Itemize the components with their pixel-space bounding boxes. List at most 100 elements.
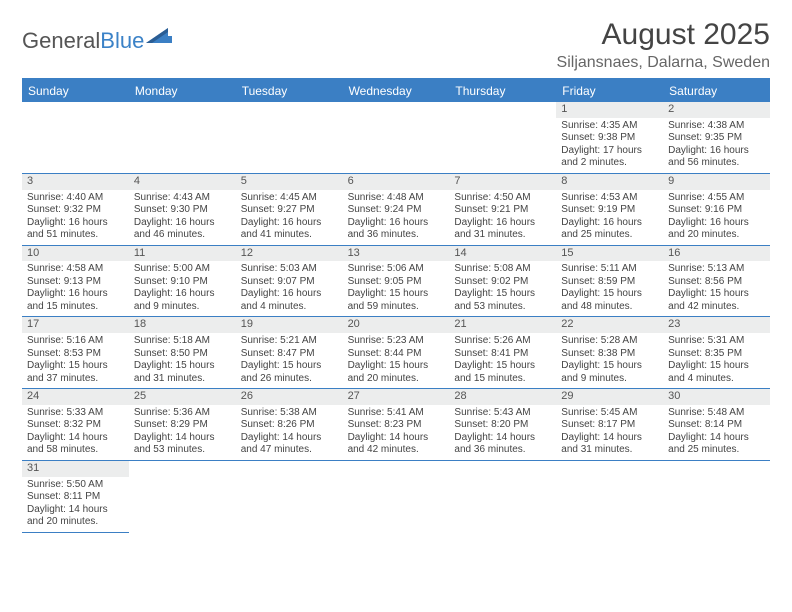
sunset-text: Sunset: 8:47 PM bbox=[241, 348, 338, 361]
day-number: 15 bbox=[556, 246, 663, 263]
sunrise-text: Sunrise: 5:50 AM bbox=[27, 479, 124, 492]
day-info: Sunrise: 4:53 AMSunset: 9:19 PMDaylight:… bbox=[556, 191, 663, 245]
day-cell-23: 23Sunrise: 5:31 AMSunset: 8:35 PMDayligh… bbox=[663, 317, 770, 388]
sunset-text: Sunset: 9:05 PM bbox=[348, 276, 445, 289]
weekday-thursday: Thursday bbox=[449, 80, 556, 102]
daylight-text: Daylight: 14 hours and 42 minutes. bbox=[348, 432, 445, 457]
sunrise-text: Sunrise: 5:06 AM bbox=[348, 263, 445, 276]
day-cell-12: 12Sunrise: 5:03 AMSunset: 9:07 PMDayligh… bbox=[236, 246, 343, 317]
week-row: 31Sunrise: 5:50 AMSunset: 8:11 PMDayligh… bbox=[22, 461, 770, 533]
daylight-text: Daylight: 15 hours and 9 minutes. bbox=[561, 360, 658, 385]
sunrise-text: Sunrise: 5:03 AM bbox=[241, 263, 338, 276]
sunrise-text: Sunrise: 4:40 AM bbox=[27, 192, 124, 205]
sunset-text: Sunset: 9:13 PM bbox=[27, 276, 124, 289]
daylight-text: Daylight: 16 hours and 56 minutes. bbox=[668, 145, 765, 170]
day-cell-3: 3Sunrise: 4:40 AMSunset: 9:32 PMDaylight… bbox=[22, 174, 129, 245]
daylight-text: Daylight: 14 hours and 31 minutes. bbox=[561, 432, 658, 457]
day-info: Sunrise: 5:48 AMSunset: 8:14 PMDaylight:… bbox=[663, 406, 770, 460]
sunset-text: Sunset: 8:14 PM bbox=[668, 419, 765, 432]
daylight-text: Daylight: 15 hours and 42 minutes. bbox=[668, 288, 765, 313]
sunrise-text: Sunrise: 5:41 AM bbox=[348, 407, 445, 420]
day-cell-2: 2Sunrise: 4:38 AMSunset: 9:35 PMDaylight… bbox=[663, 102, 770, 173]
weekday-saturday: Saturday bbox=[663, 80, 770, 102]
daylight-text: Daylight: 14 hours and 25 minutes. bbox=[668, 432, 765, 457]
header: General Blue August 2025 Siljansnaes, Da… bbox=[22, 18, 770, 72]
day-info: Sunrise: 5:45 AMSunset: 8:17 PMDaylight:… bbox=[556, 406, 663, 460]
day-number: 18 bbox=[129, 317, 236, 334]
weekday-tuesday: Tuesday bbox=[236, 80, 343, 102]
sunset-text: Sunset: 9:19 PM bbox=[561, 204, 658, 217]
day-number: 29 bbox=[556, 389, 663, 406]
week-row: 1Sunrise: 4:35 AMSunset: 9:38 PMDaylight… bbox=[22, 102, 770, 174]
day-cell-9: 9Sunrise: 4:55 AMSunset: 9:16 PMDaylight… bbox=[663, 174, 770, 245]
day-cell-10: 10Sunrise: 4:58 AMSunset: 9:13 PMDayligh… bbox=[22, 246, 129, 317]
sunset-text: Sunset: 9:35 PM bbox=[668, 132, 765, 145]
empty-cell bbox=[129, 102, 236, 173]
daylight-text: Daylight: 15 hours and 26 minutes. bbox=[241, 360, 338, 385]
day-info: Sunrise: 5:31 AMSunset: 8:35 PMDaylight:… bbox=[663, 334, 770, 388]
day-cell-19: 19Sunrise: 5:21 AMSunset: 8:47 PMDayligh… bbox=[236, 317, 343, 388]
brand-swoosh-icon bbox=[146, 26, 172, 47]
day-cell-28: 28Sunrise: 5:43 AMSunset: 8:20 PMDayligh… bbox=[449, 389, 556, 460]
day-info: Sunrise: 4:50 AMSunset: 9:21 PMDaylight:… bbox=[449, 191, 556, 245]
sunrise-text: Sunrise: 5:31 AM bbox=[668, 335, 765, 348]
day-number: 27 bbox=[343, 389, 450, 406]
day-cell-1: 1Sunrise: 4:35 AMSunset: 9:38 PMDaylight… bbox=[556, 102, 663, 173]
sunset-text: Sunset: 9:38 PM bbox=[561, 132, 658, 145]
day-number: 14 bbox=[449, 246, 556, 263]
day-number: 26 bbox=[236, 389, 343, 406]
sunrise-text: Sunrise: 4:58 AM bbox=[27, 263, 124, 276]
day-cell-17: 17Sunrise: 5:16 AMSunset: 8:53 PMDayligh… bbox=[22, 317, 129, 388]
sunset-text: Sunset: 8:56 PM bbox=[668, 276, 765, 289]
empty-cell bbox=[129, 461, 236, 533]
day-info: Sunrise: 5:03 AMSunset: 9:07 PMDaylight:… bbox=[236, 262, 343, 316]
week-row: 24Sunrise: 5:33 AMSunset: 8:32 PMDayligh… bbox=[22, 389, 770, 461]
location-label: Siljansnaes, Dalarna, Sweden bbox=[557, 54, 770, 72]
day-info: Sunrise: 5:38 AMSunset: 8:26 PMDaylight:… bbox=[236, 406, 343, 460]
calendar: SundayMondayTuesdayWednesdayThursdayFrid… bbox=[22, 78, 770, 533]
sunset-text: Sunset: 9:07 PM bbox=[241, 276, 338, 289]
sunset-text: Sunset: 9:27 PM bbox=[241, 204, 338, 217]
day-cell-5: 5Sunrise: 4:45 AMSunset: 9:27 PMDaylight… bbox=[236, 174, 343, 245]
day-info: Sunrise: 5:00 AMSunset: 9:10 PMDaylight:… bbox=[129, 262, 236, 316]
sunset-text: Sunset: 9:02 PM bbox=[454, 276, 551, 289]
day-number: 8 bbox=[556, 174, 663, 191]
sunrise-text: Sunrise: 4:48 AM bbox=[348, 192, 445, 205]
sunset-text: Sunset: 8:23 PM bbox=[348, 419, 445, 432]
daylight-text: Daylight: 14 hours and 47 minutes. bbox=[241, 432, 338, 457]
weekday-monday: Monday bbox=[129, 80, 236, 102]
day-number: 10 bbox=[22, 246, 129, 263]
sunset-text: Sunset: 8:59 PM bbox=[561, 276, 658, 289]
sunrise-text: Sunrise: 5:21 AM bbox=[241, 335, 338, 348]
day-info: Sunrise: 5:08 AMSunset: 9:02 PMDaylight:… bbox=[449, 262, 556, 316]
calendar-weeks: 1Sunrise: 4:35 AMSunset: 9:38 PMDaylight… bbox=[22, 102, 770, 533]
day-cell-6: 6Sunrise: 4:48 AMSunset: 9:24 PMDaylight… bbox=[343, 174, 450, 245]
sunrise-text: Sunrise: 5:33 AM bbox=[27, 407, 124, 420]
empty-cell bbox=[343, 102, 450, 173]
empty-cell bbox=[236, 102, 343, 173]
day-info: Sunrise: 5:33 AMSunset: 8:32 PMDaylight:… bbox=[22, 406, 129, 460]
weekday-wednesday: Wednesday bbox=[343, 80, 450, 102]
daylight-text: Daylight: 14 hours and 58 minutes. bbox=[27, 432, 124, 457]
sunrise-text: Sunrise: 5:13 AM bbox=[668, 263, 765, 276]
day-number: 31 bbox=[22, 461, 129, 478]
empty-cell bbox=[449, 461, 556, 533]
sunrise-text: Sunrise: 4:53 AM bbox=[561, 192, 658, 205]
sunset-text: Sunset: 8:38 PM bbox=[561, 348, 658, 361]
sunset-text: Sunset: 9:32 PM bbox=[27, 204, 124, 217]
day-cell-29: 29Sunrise: 5:45 AMSunset: 8:17 PMDayligh… bbox=[556, 389, 663, 460]
empty-cell bbox=[236, 461, 343, 533]
brand-part1: General bbox=[22, 28, 100, 54]
sunrise-text: Sunrise: 4:45 AM bbox=[241, 192, 338, 205]
daylight-text: Daylight: 15 hours and 31 minutes. bbox=[134, 360, 231, 385]
sunset-text: Sunset: 8:35 PM bbox=[668, 348, 765, 361]
day-info: Sunrise: 4:58 AMSunset: 9:13 PMDaylight:… bbox=[22, 262, 129, 316]
weekday-friday: Friday bbox=[556, 80, 663, 102]
day-cell-11: 11Sunrise: 5:00 AMSunset: 9:10 PMDayligh… bbox=[129, 246, 236, 317]
empty-cell bbox=[556, 461, 663, 533]
daylight-text: Daylight: 16 hours and 4 minutes. bbox=[241, 288, 338, 313]
empty-cell bbox=[663, 461, 770, 533]
sunrise-text: Sunrise: 5:11 AM bbox=[561, 263, 658, 276]
day-number: 9 bbox=[663, 174, 770, 191]
sunset-text: Sunset: 8:32 PM bbox=[27, 419, 124, 432]
